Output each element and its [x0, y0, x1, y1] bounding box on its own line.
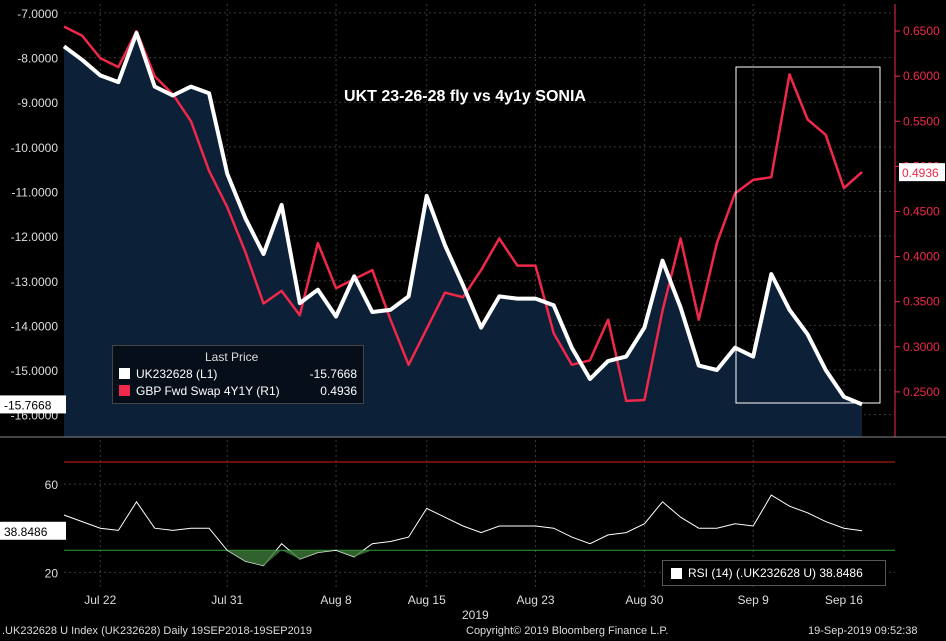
rsi-oversold-fill	[64, 550, 862, 566]
last-value-label-white: -15.7668	[4, 398, 52, 412]
rsi-axis-ticks: 60 20 38.8486	[0, 478, 66, 580]
legend-entry-value: -15.7668	[309, 366, 357, 381]
legend-swatch-white	[119, 368, 130, 379]
right-tick-label: 0.6000	[903, 69, 940, 83]
legend-header: Last Price	[205, 350, 259, 364]
left-tick-label: -15.0000	[11, 364, 59, 378]
rsi-legend-label: RSI (14) (.UK232628 U) 38.8486	[688, 566, 863, 580]
last-value-tag-white	[0, 395, 66, 414]
footer-copyright: Copyright© 2019 Bloomberg Finance L.P.	[466, 625, 669, 637]
right-tick-label: 0.3500	[903, 295, 940, 309]
legend-entry-gbp-swap: GBP Fwd Swap 4Y1Y (R1) 0.4936	[119, 383, 357, 398]
fly-area-fill	[64, 33, 862, 437]
rsi-tick-label: 60	[45, 478, 59, 492]
legend-swatch-red	[119, 385, 130, 396]
series-gbp-fwd-swap-line	[63, 25, 863, 403]
legend-entry-label: UK232628 (L1)	[136, 366, 218, 381]
right-tick-label: 0.2500	[903, 385, 940, 399]
right-axis-ticks: 0.65000.60000.55000.50000.45000.40000.35…	[894, 4, 940, 437]
left-tick-label: -14.0000	[11, 319, 59, 333]
right-tick-label: 0.4000	[903, 250, 940, 264]
footer-timestamp: 19-Sep-2019 09:52:38	[808, 625, 918, 637]
rsi-grid	[64, 461, 895, 573]
x-tick-label: Sep 9	[738, 593, 770, 607]
legend-entry-label: GBP Fwd Swap 4Y1Y (R1)	[136, 383, 280, 398]
x-tick-label: Jul 22	[84, 593, 116, 607]
right-tick-label: 0.6500	[903, 24, 940, 38]
right-tick-label: 0.5500	[903, 114, 940, 128]
right-tick-label: 0.3000	[903, 340, 940, 354]
legend-entry-uk232628: UK232628 (L1) -15.7668	[119, 366, 357, 381]
highlight-box	[735, 66, 881, 404]
x-axis-year: 2019	[462, 608, 489, 622]
left-tick-label: -9.0000	[17, 96, 58, 110]
left-tick-label: -12.0000	[11, 230, 59, 244]
x-tick-label: Jul 31	[211, 593, 243, 607]
footer-ticker: .UK232628 U Index (UK232628) Daily 19SEP…	[2, 625, 313, 637]
right-tick-label: 0.4500	[903, 204, 940, 218]
left-tick-label: -13.0000	[11, 275, 59, 289]
rsi-line	[63, 494, 863, 567]
x-axis-ticks: Jul 22 Jul 31 Aug 8 Aug 15 Aug 23 Aug 30 Sep 9…	[84, 593, 863, 607]
rsi-legend: RSI (14) (.UK232628 U) 38.8486	[662, 560, 886, 586]
rsi-last-value-label: 38.8486	[4, 525, 48, 539]
legend: Last Price UK232628 (L1) -15.7668 GBP Fw…	[112, 345, 364, 404]
x-tick-label: Aug 30	[625, 593, 663, 607]
rsi-legend-swatch	[671, 567, 682, 579]
rsi-last-value-tag	[0, 521, 66, 540]
left-tick-label: -11.0000	[12, 185, 59, 199]
rsi-tick-label: 20	[45, 566, 59, 580]
x-tick-label: Aug 8	[320, 593, 352, 607]
legend-entry-value: 0.4936	[320, 383, 357, 398]
x-tick-label: Aug 15	[408, 593, 446, 607]
last-value-tag-red	[899, 163, 945, 182]
chart-title: UKT 23-26-28 fly vs 4y1y SONIA	[344, 88, 586, 105]
left-tick-label: -8.0000	[17, 52, 58, 66]
x-tick-label: Aug 23	[517, 593, 555, 607]
series-uk232628-line	[62, 31, 863, 407]
left-axis-ticks: -7.0000 -8.0000 -9.0000 -10.0000 -11.0000 -12…	[11, 7, 59, 423]
left-tick-label: -7.0000	[17, 7, 58, 21]
x-tick-label: Sep 16	[825, 593, 863, 607]
left-tick-label: -10.0000	[11, 141, 59, 155]
last-value-label-red: 0.4936	[902, 166, 939, 180]
last-value-tags: -15.7668 0.4936	[0, 163, 945, 414]
